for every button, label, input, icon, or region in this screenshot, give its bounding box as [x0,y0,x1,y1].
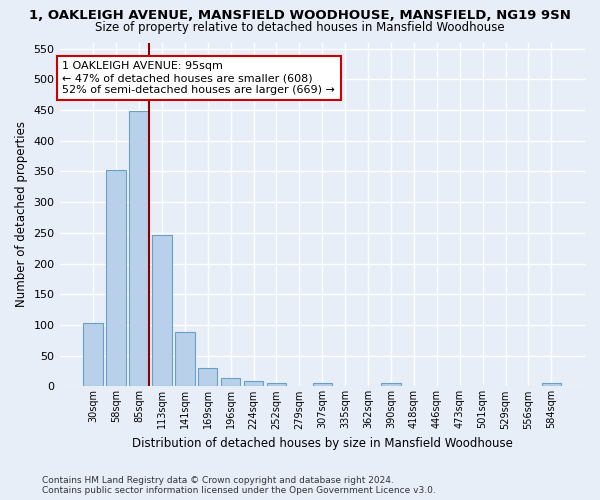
Text: 1 OAKLEIGH AVENUE: 95sqm
← 47% of detached houses are smaller (608)
52% of semi-: 1 OAKLEIGH AVENUE: 95sqm ← 47% of detach… [62,62,335,94]
Bar [267,382,286,386]
Bar [152,236,172,386]
Text: Size of property relative to detached houses in Mansfield Woodhouse: Size of property relative to detached ho… [95,21,505,34]
Bar [313,384,332,386]
Bar [106,170,126,386]
Text: 1, OAKLEIGH AVENUE, MANSFIELD WOODHOUSE, MANSFIELD, NG19 9SN: 1, OAKLEIGH AVENUE, MANSFIELD WOODHOUSE,… [29,9,571,22]
Bar [244,381,263,386]
Y-axis label: Number of detached properties: Number of detached properties [15,122,28,308]
Bar [198,368,217,386]
Bar [129,110,149,386]
X-axis label: Distribution of detached houses by size in Mansfield Woodhouse: Distribution of detached houses by size … [132,437,513,450]
Bar [221,378,241,386]
Text: Contains HM Land Registry data © Crown copyright and database right 2024.
Contai: Contains HM Land Registry data © Crown c… [42,476,436,495]
Bar [175,332,194,386]
Bar [381,384,401,386]
Bar [83,323,103,386]
Bar [542,384,561,386]
